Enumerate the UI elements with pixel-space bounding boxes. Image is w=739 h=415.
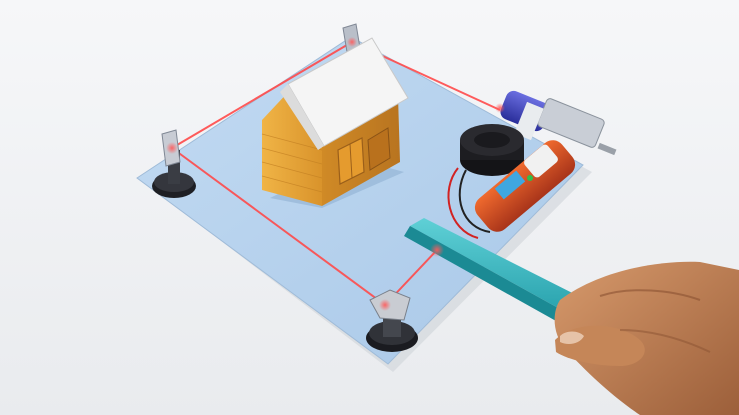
buzzer-icon [460, 124, 524, 176]
hand-icon [554, 261, 739, 415]
mirror-icon [152, 129, 196, 198]
house-icon [261, 37, 409, 208]
wires [447, 167, 491, 239]
battery-icon [474, 140, 576, 232]
stick-icon [404, 218, 606, 340]
mirror-icon [342, 23, 361, 53]
mirror-icon [366, 289, 418, 352]
laser-icon [495, 90, 617, 156]
